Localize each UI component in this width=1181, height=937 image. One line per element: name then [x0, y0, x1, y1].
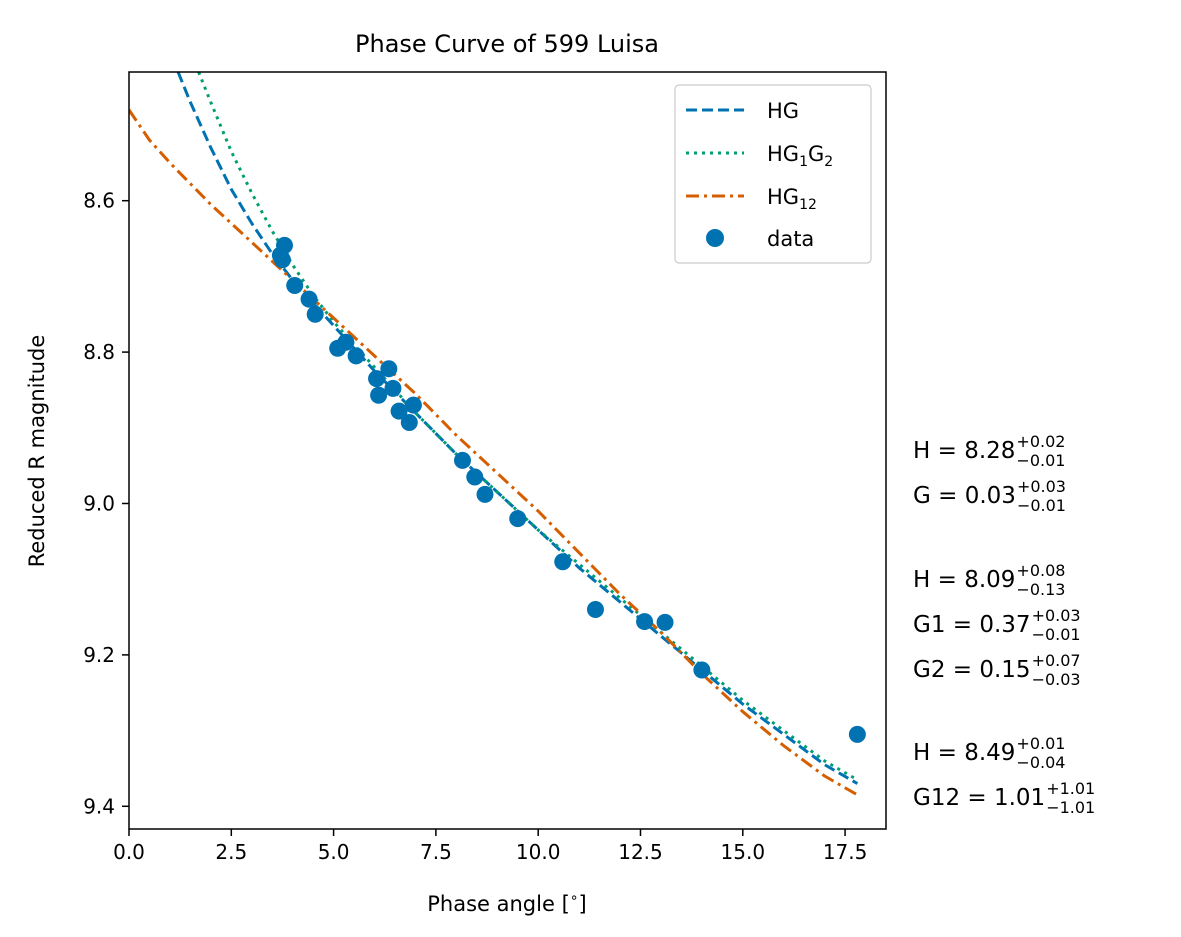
fit-parameter-upper-error: +0.08 — [1016, 561, 1065, 580]
data-point — [390, 402, 408, 420]
data-point — [337, 333, 355, 351]
x-tick-label: 2.5 — [215, 840, 247, 864]
data-point — [476, 485, 494, 503]
fit-parameter-upper-error: +0.03 — [1032, 606, 1081, 625]
legend-swatch-data — [706, 229, 724, 247]
fit-parameter-label: H = 8.49 — [913, 740, 1015, 766]
series-line-hg1g2 — [197, 72, 859, 782]
fit-parameter-upper-error: +0.07 — [1032, 651, 1081, 670]
fit-parameter-label: H = 8.09 — [913, 567, 1015, 593]
data-point — [466, 468, 484, 486]
y-tick-label: 9.4 — [83, 794, 115, 818]
legend-label-data: data — [767, 227, 814, 251]
data-point — [586, 600, 604, 618]
data-point — [848, 725, 866, 743]
legend-entry-data: data — [706, 227, 814, 251]
x-tick-label: 10.0 — [516, 840, 561, 864]
fit-parameter-upper-error: +0.01 — [1016, 734, 1065, 753]
x-axis-label-main: Phase angle [ — [427, 892, 570, 916]
x-tick-label: 5.0 — [318, 840, 350, 864]
data-point — [656, 613, 674, 631]
fit-parameter-label: G = 0.03 — [913, 483, 1016, 509]
data-point — [273, 251, 291, 269]
fit-parameter-upper-error: +0.03 — [1017, 477, 1066, 496]
fit-parameters: H = 8.28 G = 0.03 H = 8.09 G1 = 0.37 G2 = … — [913, 432, 1095, 817]
fit-parameter-lower-error: −0.04 — [1016, 753, 1065, 772]
y-tick-label: 9.0 — [83, 491, 115, 515]
fit-parameter-lower-error: −0.03 — [1032, 670, 1081, 689]
fit-parameter-label: G2 = 0.15 — [913, 657, 1031, 683]
data-point — [453, 451, 471, 469]
y-tick-label: 8.6 — [83, 189, 115, 213]
x-tick-label: 12.5 — [618, 840, 663, 864]
legend-label-hg: HG — [767, 99, 799, 123]
y-axis-label: Reduced R magnitude — [25, 335, 49, 568]
x-axis-label-close: ] — [579, 892, 587, 916]
data-point — [286, 276, 304, 294]
x-axis-label: Phase angle [∘] — [427, 890, 586, 916]
chart-title: Phase Curve of 599 Luisa — [355, 30, 659, 58]
legend-frame — [674, 84, 872, 264]
data-point — [400, 413, 418, 431]
x-tick-label: 17.5 — [823, 840, 868, 864]
y-tick-label: 8.8 — [83, 340, 115, 364]
data-point — [636, 613, 654, 631]
x-tick-label: 0.0 — [113, 840, 145, 864]
legend-label-hg1g2: HG1G2 — [767, 142, 833, 170]
axes-ticks: 0.0 2.5 5.0 7.5 10.0 12.5 15.0 17.5 8.6 8.8 9.0 9.2… — [83, 189, 867, 864]
fit-parameter-upper-error: +1.01 — [1046, 779, 1095, 798]
legend-entry-hg12: HG12 — [686, 185, 817, 213]
x-tick-label: 15.0 — [721, 840, 766, 864]
fit-parameter-upper-error: +0.02 — [1016, 432, 1065, 451]
x-tick-label: 7.5 — [420, 840, 452, 864]
fit-parameter-lower-error: −1.01 — [1046, 798, 1095, 817]
fit-parameter-lower-error: −0.01 — [1017, 496, 1066, 515]
axes-frame — [128, 71, 887, 830]
plot-area — [129, 72, 866, 797]
data-point — [384, 379, 402, 397]
data-point — [306, 305, 324, 323]
fit-parameter-lower-error: −0.01 — [1032, 625, 1081, 644]
data-point — [554, 553, 572, 571]
legend-entry-hg1g2: HG1G2 — [686, 142, 833, 170]
data-point — [509, 510, 527, 528]
series-line-hg — [176, 72, 859, 785]
data-point — [300, 290, 318, 308]
fit-parameter-label: G12 = 1.01 — [913, 785, 1045, 811]
data-point — [368, 370, 386, 388]
data-point — [370, 386, 388, 404]
y-tick-label: 9.2 — [83, 643, 115, 667]
data-point — [275, 236, 293, 254]
fit-parameter-label: H = 8.28 — [913, 438, 1015, 464]
data-point — [404, 396, 422, 414]
data-point — [693, 661, 711, 679]
fit-parameter-lower-error: −0.13 — [1016, 580, 1065, 599]
fit-parameter-lower-error: −0.01 — [1016, 451, 1065, 470]
fit-parameter-label: G1 = 0.37 — [913, 612, 1031, 638]
legend: HG HG1G2 HG12 data — [674, 84, 872, 264]
legend-label-hg12: HG12 — [767, 185, 817, 213]
series-line-hg12 — [129, 109, 859, 797]
data-point — [380, 360, 398, 378]
data-point — [347, 347, 365, 365]
x-axis-label-degree: ∘ — [570, 890, 579, 906]
legend-entry-hg: HG — [686, 99, 799, 123]
